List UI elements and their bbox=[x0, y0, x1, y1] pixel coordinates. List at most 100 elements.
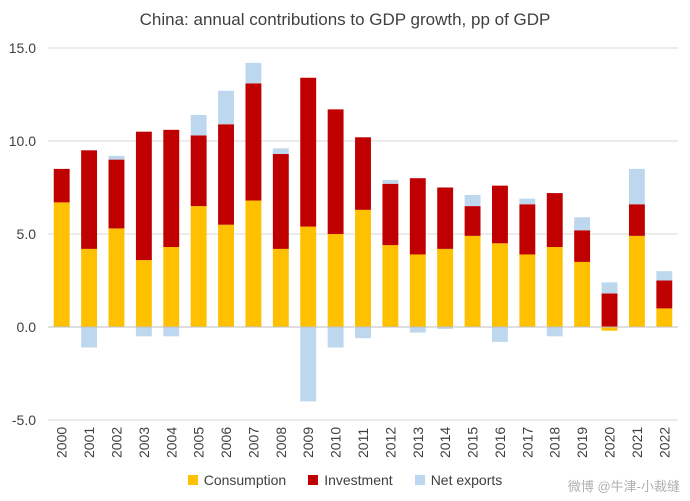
x-tick-label: 2004 bbox=[163, 427, 179, 458]
x-tick-label: 2021 bbox=[629, 427, 645, 458]
x-tick-label: 2020 bbox=[602, 427, 618, 458]
x-tick-label: 2002 bbox=[108, 427, 124, 458]
x-tick-label: 2013 bbox=[410, 427, 426, 458]
legend-item-consumption: Consumption bbox=[187, 472, 287, 488]
bar-net-exports bbox=[656, 271, 673, 281]
bar-investment bbox=[492, 185, 508, 244]
chart-legend: Consumption Investment Net exports bbox=[0, 472, 690, 488]
bar-investment bbox=[546, 193, 563, 248]
legend-swatch-consumption bbox=[187, 475, 198, 485]
bar-consumption bbox=[519, 254, 536, 327]
bar-net-exports bbox=[355, 327, 371, 339]
x-tick-label: 2007 bbox=[245, 427, 261, 458]
bar-consumption bbox=[574, 261, 591, 327]
bar-net-exports bbox=[190, 114, 207, 136]
legend-label-net-exports: Net exports bbox=[430, 472, 503, 488]
y-tick-label: 0.0 bbox=[17, 319, 37, 335]
bar-net-exports bbox=[245, 62, 262, 84]
legend-swatch-net-exports bbox=[414, 475, 425, 485]
bar-investment bbox=[272, 154, 289, 249]
x-tick-label: 2001 bbox=[81, 427, 97, 458]
bar-net-exports bbox=[81, 327, 98, 348]
bar-consumption bbox=[190, 206, 207, 327]
x-tick-label: 2022 bbox=[656, 427, 672, 458]
bar-consumption bbox=[300, 226, 317, 327]
x-tick-label: 2010 bbox=[328, 427, 344, 458]
bar-consumption bbox=[601, 327, 618, 331]
legend-label-investment: Investment bbox=[324, 472, 393, 488]
legend-label-consumption: Consumption bbox=[203, 472, 287, 488]
bar-consumption bbox=[272, 248, 289, 327]
bar-consumption bbox=[464, 235, 481, 327]
bar-consumption bbox=[546, 247, 563, 327]
bar-consumption bbox=[163, 247, 180, 327]
bar-investment bbox=[245, 83, 262, 201]
x-tick-label: 2000 bbox=[54, 427, 70, 458]
bar-investment bbox=[135, 131, 152, 261]
bar-net-exports bbox=[574, 217, 591, 231]
bar-consumption bbox=[437, 248, 454, 327]
y-tick-label: 10.0 bbox=[9, 133, 36, 149]
bar-consumption bbox=[382, 245, 399, 327]
bar-net-exports bbox=[300, 327, 317, 402]
bar-investment bbox=[355, 137, 371, 210]
x-tick-label: 2006 bbox=[218, 427, 234, 458]
bar-investment bbox=[327, 109, 344, 234]
bar-consumption bbox=[628, 235, 645, 327]
bar-consumption bbox=[81, 248, 98, 327]
bar-investment bbox=[190, 135, 207, 207]
bar-investment bbox=[519, 204, 536, 255]
x-tick-label: 2017 bbox=[519, 427, 535, 458]
legend-item-net-exports: Net exports bbox=[414, 472, 503, 488]
bar-investment bbox=[108, 159, 125, 229]
bar-net-exports bbox=[601, 282, 618, 294]
legend-item-investment: Investment bbox=[308, 472, 393, 488]
y-tick-label: 5.0 bbox=[17, 226, 37, 242]
bar-net-exports bbox=[327, 327, 344, 348]
chart-title: China: annual contributions to GDP growt… bbox=[139, 10, 551, 29]
bar-net-exports bbox=[492, 327, 508, 342]
x-tick-label: 2016 bbox=[492, 427, 508, 458]
bar-net-exports bbox=[163, 327, 180, 337]
x-tick-label: 2015 bbox=[465, 427, 481, 458]
bar-investment bbox=[81, 150, 98, 249]
bar-investment bbox=[218, 124, 234, 225]
bar-net-exports bbox=[437, 327, 454, 329]
bar-investment bbox=[300, 77, 317, 227]
bar-investment bbox=[409, 178, 426, 255]
bar-consumption bbox=[108, 228, 125, 327]
y-tick-label: 15.0 bbox=[9, 40, 36, 56]
bar-consumption bbox=[355, 209, 371, 327]
bar-net-exports bbox=[108, 155, 125, 160]
bar-consumption bbox=[218, 224, 234, 327]
legend-swatch-investment bbox=[308, 475, 319, 485]
bar-net-exports bbox=[382, 180, 399, 184]
x-tick-label: 2018 bbox=[547, 427, 563, 458]
bar-consumption bbox=[409, 254, 426, 327]
bar-net-exports bbox=[135, 327, 152, 337]
bar-net-exports bbox=[409, 327, 426, 333]
bar-consumption bbox=[135, 260, 152, 327]
bar-net-exports bbox=[628, 168, 645, 205]
y-tick-label: -5.0 bbox=[12, 412, 36, 428]
bar-consumption bbox=[492, 243, 508, 327]
bar-consumption bbox=[245, 200, 262, 327]
x-tick-label: 2009 bbox=[300, 427, 316, 458]
bar-investment bbox=[656, 280, 673, 309]
bar-net-exports bbox=[464, 194, 481, 207]
bar-investment bbox=[574, 230, 591, 262]
bar-net-exports bbox=[272, 148, 289, 155]
x-tick-label: 2005 bbox=[191, 427, 207, 458]
x-tick-label: 2011 bbox=[355, 428, 371, 458]
bar-investment bbox=[53, 168, 70, 203]
bar-investment bbox=[163, 129, 180, 248]
bar-investment bbox=[601, 293, 618, 327]
bar-consumption bbox=[53, 202, 70, 327]
bar-consumption bbox=[656, 308, 673, 327]
bar-net-exports bbox=[218, 90, 234, 125]
bar-investment bbox=[464, 206, 481, 236]
bar-investment bbox=[437, 187, 454, 249]
x-tick-label: 2012 bbox=[382, 427, 398, 458]
